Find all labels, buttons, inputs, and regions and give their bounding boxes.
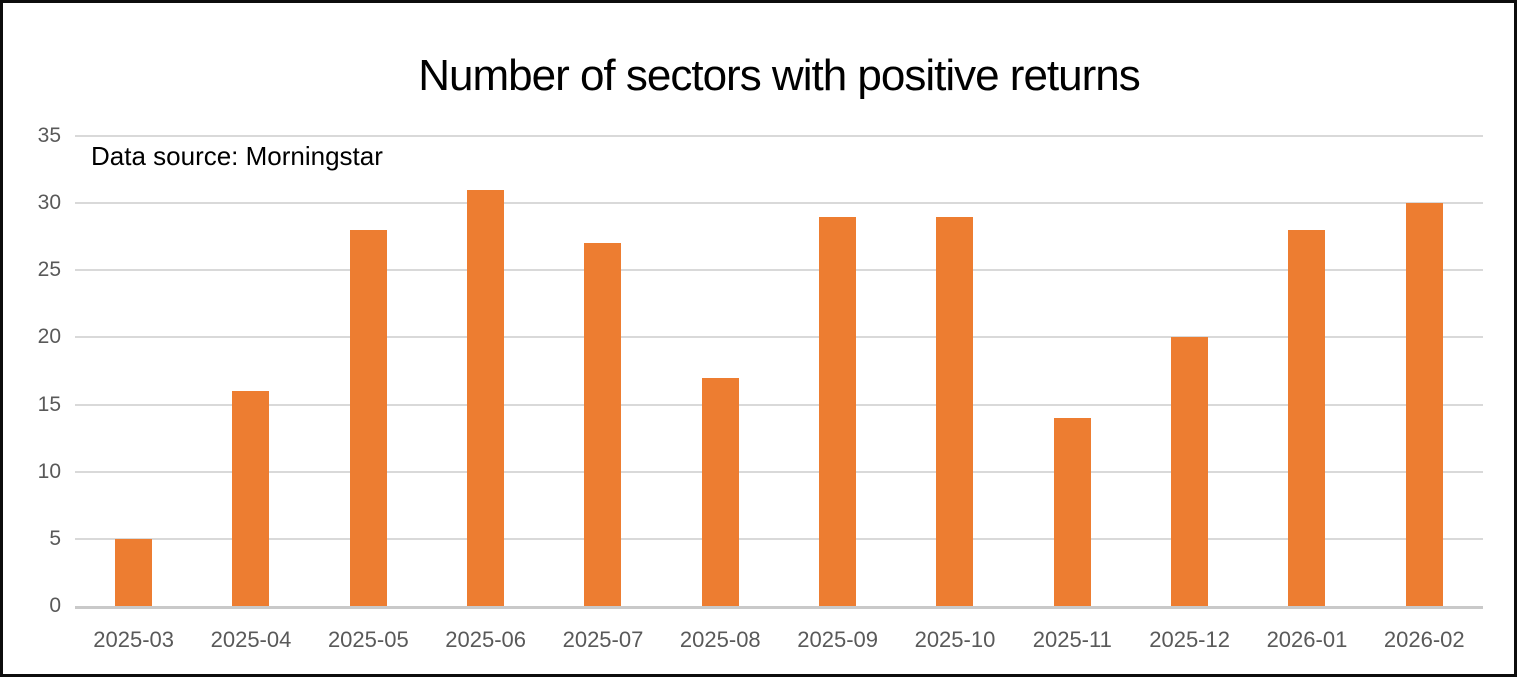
chart-title: Number of sectors with positive returns: [418, 51, 1141, 100]
bar-2025-11: [1053, 418, 1091, 606]
bar-2025-05: [349, 230, 387, 606]
bar-column-2026-02: [1366, 136, 1483, 606]
x-tick-label-2025-03: 2025-03: [93, 627, 175, 652]
x-tick-label-2025-08: 2025-08: [679, 627, 761, 652]
bar-column-2025-09: [779, 136, 896, 606]
x-tick-label-2025-04: 2025-04: [210, 627, 292, 652]
bar-column-2025-03: [75, 136, 192, 606]
x-tick-label-2025-10: 2025-10: [914, 627, 996, 652]
y-tick-label-5: 5: [49, 526, 61, 550]
y-tick-label-35: 35: [37, 124, 61, 147]
bar-column-2025-08: [662, 136, 779, 606]
gridline-10: [75, 470, 1483, 473]
gridline-5: [75, 537, 1483, 540]
y-tick-label-0: 0: [49, 594, 61, 617]
gridline-20: [75, 336, 1483, 339]
bar-column-2025-04: [192, 136, 309, 606]
x-axis-line: [75, 606, 1483, 609]
bar-column-2025-10: [896, 136, 1013, 606]
bar-2025-10: [936, 216, 974, 606]
bar-2026-02: [1405, 203, 1443, 606]
x-axis-tick-labels: 2025-03 2025-04 2025-05 2025-06 2025-07 2025-…: [75, 627, 1483, 653]
gridline-15: [75, 403, 1483, 406]
bar-column-2025-06: [427, 136, 544, 606]
bar-column-2025-05: [310, 136, 427, 606]
x-tick-label-2025-09: 2025-09: [797, 627, 878, 652]
x-tick-label-2026-02: 2026-02: [1383, 627, 1465, 652]
x-tick-label-2025-12: 2025-12: [1149, 627, 1230, 652]
bar-2025-06: [467, 189, 505, 606]
plot-area: [75, 135, 1483, 609]
bar-2025-08: [701, 377, 739, 606]
gridline-25: [75, 269, 1483, 272]
x-tick-label-2025-05: 2025-05: [327, 627, 409, 652]
bar-2025-04: [232, 391, 270, 606]
x-tick-label-2025-07: 2025-07: [562, 627, 644, 652]
bar-2025-03: [115, 538, 153, 606]
bar-2025-09: [819, 216, 857, 606]
y-tick-label-30: 30: [37, 191, 61, 215]
bars-layer: [75, 136, 1483, 606]
bar-column-2025-07: [544, 136, 661, 606]
y-tick-label-25: 25: [37, 258, 61, 282]
bar-2025-12: [1171, 337, 1209, 606]
y-axis-tick-labels: 0 5 10 15 20 25 30 35: [3, 125, 61, 617]
x-tick-label-2025-06: 2025-06: [445, 627, 527, 652]
y-tick-label-10: 10: [37, 459, 61, 483]
x-tick-label-2026-01: 2026-01: [1266, 627, 1348, 652]
bar-column-2026-01: [1248, 136, 1365, 606]
bar-2025-07: [584, 243, 622, 606]
bar-column-2025-12: [1131, 136, 1248, 606]
gridline-30: [75, 202, 1483, 205]
y-tick-label-20: 20: [37, 325, 61, 349]
y-tick-label-15: 15: [37, 392, 61, 416]
gridline-35: [75, 135, 1483, 137]
x-tick-label-2025-11: 2025-11: [1032, 627, 1112, 652]
bar-2026-01: [1288, 230, 1326, 606]
data-source-annotation: Data source: Morningstar: [91, 141, 383, 171]
bar-column-2025-11: [1014, 136, 1131, 606]
